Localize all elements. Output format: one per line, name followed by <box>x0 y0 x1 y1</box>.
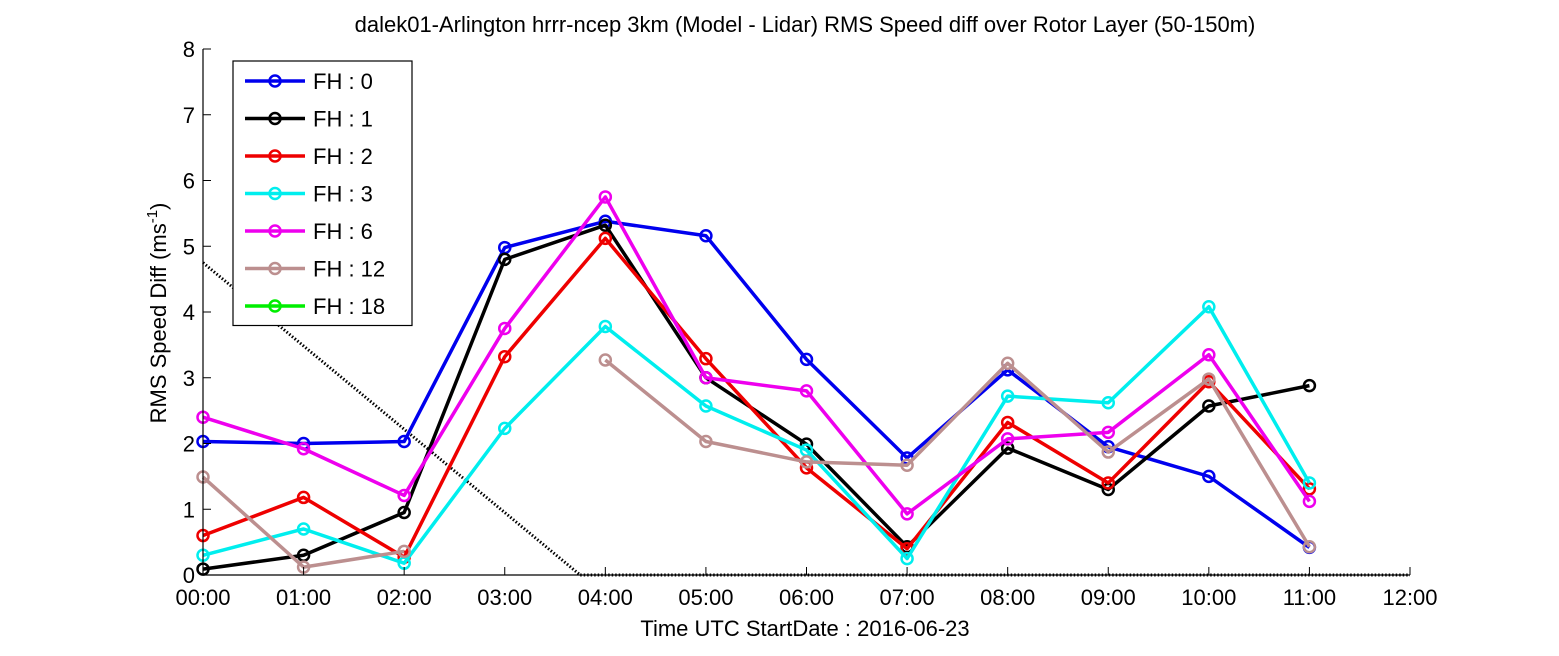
data-point-fh-2-1 <box>296 490 311 505</box>
series-line-fh-2-0 <box>202 236 1311 559</box>
legend-label: FH : 12 <box>313 257 385 282</box>
legend-label: FH : 0 <box>313 69 373 94</box>
data-point-fh-3-1 <box>296 522 311 536</box>
data-point-fh-3-8 <box>1000 389 1015 403</box>
x-tick-label: 02:00 <box>377 585 432 610</box>
data-point-fh-0-6 <box>799 352 814 367</box>
legend: FH : 0 FH : 1 FH : 2 FH : 3 FH : 6 FH : 12 FH … <box>232 60 413 327</box>
legend-swatch-marker <box>268 186 282 201</box>
x-tick-label: 07:00 <box>880 585 935 610</box>
legend-swatch-marker <box>268 149 282 163</box>
y-axis-label-main: RMS Speed Diff (ms <box>146 223 171 423</box>
data-point-fh-2-9 <box>1101 476 1115 490</box>
data-point-fh-6-4 <box>598 190 613 204</box>
x-tick-label: 08:00 <box>980 585 1035 610</box>
legend-swatch-marker <box>268 111 282 126</box>
legend-swatch-marker <box>268 224 282 238</box>
data-point-fh-3-10 <box>1202 299 1216 314</box>
data-point-fh-1-4 <box>598 218 613 232</box>
y-axis: 0 1 2 3 4 5 6 7 8 <box>183 37 211 588</box>
x-tick-label: 05:00 <box>678 585 733 610</box>
legend-label: FH : 2 <box>313 144 373 169</box>
data-point-fh-12-4 <box>598 353 613 367</box>
x-tick-label: 06:00 <box>779 585 834 610</box>
series-line-fh-0-0 <box>202 219 1311 549</box>
data-point-fh-6-11 <box>1302 494 1317 509</box>
data-point-fh-12-7 <box>900 458 914 472</box>
y-axis-label-tail: ) <box>146 203 171 210</box>
data-point-fh-1-8 <box>1000 441 1015 455</box>
data-point-fh-1-10 <box>1202 399 1216 413</box>
x-tick-label: 12:00 <box>1382 585 1437 610</box>
y-tick-label: 4 <box>183 300 195 325</box>
data-point-fh-2-8 <box>1000 415 1015 430</box>
data-point-fh-2-3 <box>498 349 512 364</box>
x-tick-label: 10:00 <box>1181 585 1236 610</box>
data-point-fh-6-10 <box>1202 347 1216 362</box>
y-tick-label: 8 <box>183 37 195 62</box>
data-point-fh-6-6 <box>799 384 814 398</box>
y-axis-label: RMS Speed Diff (ms-1) <box>144 203 171 424</box>
y-tick-label: 3 <box>183 366 195 391</box>
x-tick-label: 11:00 <box>1283 585 1336 610</box>
data-point-fh-2-5 <box>699 351 713 366</box>
y-tick-label: 0 <box>183 563 195 588</box>
series-line-fh-6-0 <box>202 195 1311 516</box>
data-point-fh-3-11 <box>1302 476 1317 490</box>
data-point-fh-6-8 <box>1000 432 1015 446</box>
chart-title: dalek01-Arlington hrrr-ncep 3km (Model -… <box>355 12 1256 37</box>
legend-label: FH : 1 <box>313 107 373 132</box>
series-line-fh-3-0 <box>202 304 1311 565</box>
x-axis: 00:00 01:00 02:00 03:00 04:00 05:00 06:00 07:00… <box>175 567 1438 610</box>
data-point-fh-3-7 <box>900 551 914 566</box>
x-tick-label: 04:00 <box>578 585 633 610</box>
data-point-fh-2-11 <box>1302 482 1317 496</box>
data-point-fh-1-2 <box>397 505 411 520</box>
legend-swatch-marker <box>268 299 282 313</box>
data-point-fh-1-11 <box>1302 378 1317 393</box>
x-tick-label: 01:00 <box>276 585 331 610</box>
data-point-fh-6-1 <box>296 442 311 456</box>
data-point-fh-6-9 <box>1101 425 1115 440</box>
data-point-fh-12-5 <box>699 434 713 449</box>
legend-swatch-marker <box>268 261 282 276</box>
x-tick-label: 09:00 <box>1081 585 1136 610</box>
data-point-fh-3-3 <box>498 421 512 436</box>
data-point-fh-12-6 <box>799 455 814 469</box>
y-tick-label: 6 <box>183 169 195 194</box>
legend-label: FH : 6 <box>313 219 373 244</box>
data-point-fh-12-8 <box>1000 356 1015 371</box>
legend-label: FH : 3 <box>313 182 373 207</box>
data-point-fh-6-7 <box>900 507 914 521</box>
data-point-fh-3-9 <box>1101 395 1115 410</box>
data-point-fh-0-2 <box>397 434 411 449</box>
x-tick-label: 00:00 <box>175 585 230 610</box>
data-point-fh-6-2 <box>397 488 411 503</box>
data-point-fh-6-5 <box>699 371 713 385</box>
series-line-fh-12-1 <box>604 358 1311 548</box>
y-tick-label: 1 <box>183 497 195 522</box>
legend-swatch-marker <box>268 74 282 88</box>
data-point-fh-6-3 <box>498 321 512 336</box>
data-point-fh-3-5 <box>699 399 713 413</box>
y-axis-label-superscript: -1 <box>144 210 161 223</box>
data-point-fh-12-9 <box>1101 445 1115 459</box>
data-point-fh-0-5 <box>699 228 713 243</box>
y-tick-label: 5 <box>183 234 195 259</box>
data-point-fh-0-10 <box>1202 469 1216 484</box>
data-point-fh-12-11 <box>1302 539 1317 554</box>
x-tick-label: 03:00 <box>477 585 532 610</box>
data-point-fh-12-2 <box>397 544 411 559</box>
data-point-fh-1-3 <box>498 252 512 267</box>
x-axis-label: Time UTC StartDate : 2016-06-23 <box>640 616 969 641</box>
data-point-fh-2-4 <box>598 231 613 246</box>
legend-label: FH : 18 <box>313 294 385 319</box>
y-tick-label: 2 <box>183 432 195 457</box>
data-point-fh-3-4 <box>598 319 613 334</box>
y-tick-label: 7 <box>183 103 195 128</box>
data-point-fh-12-10 <box>1202 372 1216 386</box>
